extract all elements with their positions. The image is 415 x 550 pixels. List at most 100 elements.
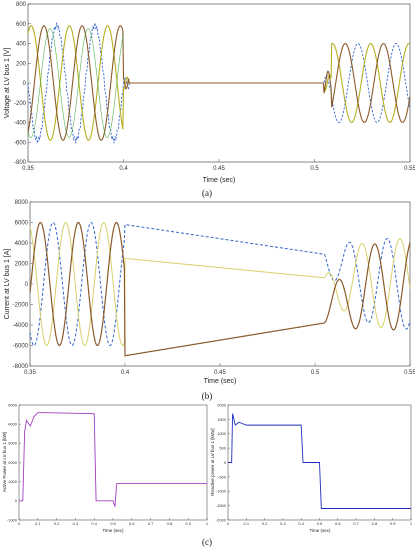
y-tick-label: 400 — [16, 42, 27, 48]
plot-lines — [27, 22, 411, 144]
series-ripple — [27, 28, 124, 138]
x-axis-ticks: 0.35 0.4 0.45 0.5 0.55 — [24, 363, 415, 376]
y-tick-label: -600 — [14, 140, 27, 146]
plot-lines — [228, 413, 411, 509]
x-tick-label: 0.45 — [213, 166, 225, 172]
x-tick-label: 0.8 — [167, 521, 173, 526]
y-tick-label: 8000 — [15, 200, 29, 206]
series-power — [19, 412, 207, 507]
x-tick-label: 0.4 — [119, 166, 128, 172]
y-tick-label: 2000 — [8, 460, 18, 465]
x-tick-label: 0.7 — [353, 521, 359, 526]
y-tick-label: 0 — [23, 81, 27, 87]
y-axis-label: Reactive power at LV bus 1 [kVar] — [210, 428, 215, 495]
x-tick-label: 0.3 — [280, 521, 286, 526]
y-tick-label: -800 — [14, 160, 27, 166]
series-phase-c — [29, 221, 411, 357]
y-tick-label: 1500 — [217, 417, 227, 422]
x-tick-label: 0.8 — [372, 521, 378, 526]
y-tick-label: 1000 — [8, 479, 18, 484]
reactive-power-chart: -2000 -1500 -1000 -500 0 500 1000 1500 2000 0 0.1… — [210, 402, 413, 533]
x-tick-label: 0.4 — [91, 521, 97, 526]
x-tick-label: 0.6 — [335, 521, 341, 526]
x-axis-ticks: 0 0.1 0.2 0.3 0.4 0.5 0.6 0.7 0.8 0.9 1 — [227, 518, 413, 526]
y-tick-label: 2000 — [217, 402, 227, 407]
series-power — [228, 413, 411, 509]
y-tick-label: 800 — [16, 2, 27, 8]
x-tick-label: 0.2 — [54, 521, 60, 526]
series-phase-c — [27, 25, 411, 141]
x-tick-label: 0.5 — [110, 521, 116, 526]
x-tick-label: 1 — [206, 521, 209, 526]
x-tick-label: 0.5 — [310, 166, 319, 172]
plot-lines — [29, 221, 411, 357]
x-axis-ticks: 0.35 0.4 0.45 0.5 0.55 — [22, 159, 415, 172]
y-tick-label: 6000 — [15, 221, 29, 227]
x-tick-label: 0.5 — [311, 370, 320, 376]
series-phase-b — [29, 222, 411, 346]
y-tick-label: 600 — [16, 22, 27, 28]
plot-frame — [29, 201, 411, 367]
y-tick-label: -4000 — [13, 323, 29, 329]
x-axis-label: Time (sec) — [204, 378, 237, 385]
y-tick-label: 2000 — [15, 262, 29, 268]
x-tick-label: 0.45 — [214, 370, 226, 376]
y-tick-label: 1000 — [217, 431, 227, 436]
plot-frame — [18, 404, 208, 521]
y-tick-label: -6000 — [13, 344, 29, 350]
y-axis-ticks: -1000 0 1000 2000 3000 4000 5000 — [7, 402, 21, 522]
voltage-chart: -800 -600 -400 -200 0 200 400 600 800 0.35 0.4 0.4… — [4, 2, 415, 198]
y-tick-label: -400 — [14, 121, 27, 127]
x-tick-label: 0.6 — [129, 521, 135, 526]
x-tick-label: 0.55 — [404, 166, 415, 172]
y-tick-label: 3000 — [8, 441, 18, 446]
y-tick-label: -8000 — [13, 364, 29, 370]
x-tick-label: 0.2 — [262, 521, 268, 526]
x-tick-label: 0 — [227, 521, 230, 526]
y-axis-ticks: -800 -600 -400 -200 0 200 400 600 800 — [14, 2, 31, 166]
x-axis-ticks: 0 0.1 0.2 0.3 0.4 0.5 0.6 0.7 0.8 0.9 1 — [18, 518, 209, 526]
y-tick-label: -1000 — [216, 489, 227, 494]
caption-b: (b) — [202, 391, 213, 401]
x-tick-label: 0.9 — [390, 521, 396, 526]
caption-c: (c) — [202, 537, 212, 547]
x-tick-label: 0.5 — [317, 521, 323, 526]
y-tick-label: -2000 — [13, 303, 29, 309]
x-tick-label: 0.4 — [121, 370, 130, 376]
current-chart: -8000 -6000 -4000 -2000 0 2000 4000 6000 8000 0.… — [4, 200, 415, 401]
plot-lines — [19, 412, 207, 507]
x-axis-label: Time (sec) — [102, 528, 124, 533]
y-tick-label: 4000 — [15, 241, 29, 247]
x-tick-label: 0.3 — [73, 521, 79, 526]
y-tick-label: -1500 — [216, 503, 227, 508]
y-tick-label: 200 — [16, 61, 27, 67]
x-tick-label: 0.7 — [148, 521, 154, 526]
x-tick-label: 0.35 — [22, 166, 34, 172]
y-axis-ticks: -2000 -1500 -1000 -500 0 500 1000 1500 2000 — [216, 402, 230, 522]
y-tick-label: -1000 — [7, 517, 18, 522]
x-tick-label: 0.9 — [185, 521, 191, 526]
x-tick-label: 0.1 — [244, 521, 250, 526]
x-axis-label: Time (sec) — [309, 528, 331, 533]
y-axis-label: Voltage at LV bus 1 [V] — [4, 48, 11, 119]
y-axis-label: Active Power at LV bus 1 [kW] — [2, 432, 7, 492]
x-tick-label: 1 — [410, 521, 413, 526]
caption-a: (a) — [202, 188, 212, 198]
x-tick-label: 0.4 — [298, 521, 304, 526]
series-phase-a — [29, 222, 411, 346]
y-tick-label: 0 — [224, 460, 227, 465]
y-tick-label: 5000 — [8, 402, 18, 407]
y-axis-label: Current at LV bus 1 [A] — [4, 249, 11, 320]
x-tick-label: 0.35 — [24, 370, 36, 376]
y-tick-label: 4000 — [8, 422, 18, 427]
y-axis-ticks: -8000 -6000 -4000 -2000 0 2000 4000 6000 8000 — [13, 200, 33, 370]
x-axis-label: Time (sec) — [203, 177, 236, 184]
y-tick-label: 0 — [25, 282, 29, 288]
y-tick-label: -500 — [218, 474, 227, 479]
y-tick-label: 0 — [15, 498, 18, 503]
x-tick-label: 0 — [18, 521, 21, 526]
x-tick-label: 0.55 — [404, 370, 415, 376]
y-tick-label: 500 — [219, 446, 226, 451]
